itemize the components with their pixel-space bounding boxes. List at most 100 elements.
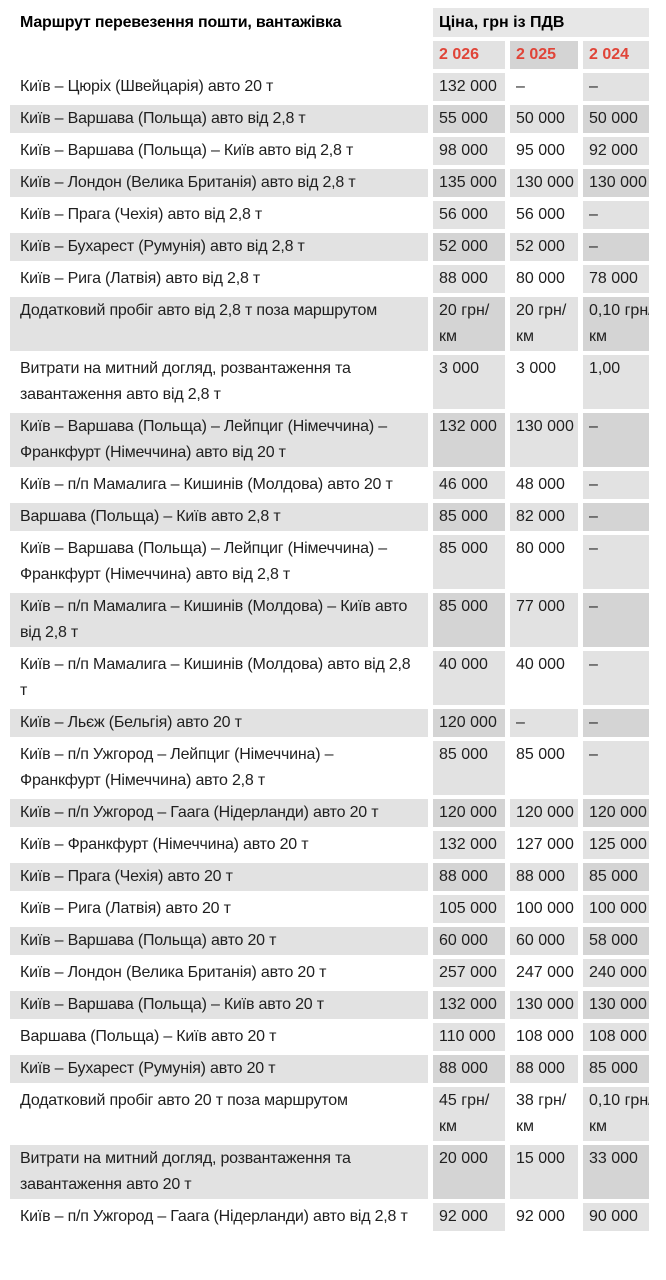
- route-cell: Варшава (Польща) – Київ авто 2,8 т: [10, 503, 428, 531]
- year-header-2025: 2 025: [510, 41, 578, 69]
- price-cell-2026: 132 000: [433, 73, 505, 101]
- route-cell: Київ – Варшава (Польща) авто 20 т: [10, 927, 428, 955]
- price-cell-2026: 135 000: [433, 169, 505, 197]
- price-cell-2026: 45 грн/​км: [433, 1087, 505, 1141]
- price-cell-2025: 95 000: [510, 137, 578, 165]
- table-row: Додатковий пробіг авто від 2,8 т поза ма…: [10, 297, 650, 351]
- route-cell: Київ – п/п Мамалига – Кишинів (Молдова) …: [10, 593, 428, 647]
- price-cell-2025: 80 000: [510, 265, 578, 293]
- price-cell-2026: 40 000: [433, 651, 505, 705]
- table-row: Додатковий пробіг авто 20 т поза маршрут…: [10, 1087, 650, 1141]
- price-cell-2025: 48 000: [510, 471, 578, 499]
- price-cell-2025: 92 000: [510, 1203, 578, 1231]
- price-cell-2026: 132 000: [433, 831, 505, 859]
- table-row: Київ – п/п Мамалига – Кишинів (Молдова) …: [10, 651, 650, 705]
- route-cell: Київ – Прага (Чехія) авто 20 т: [10, 863, 428, 891]
- route-cell: Київ – п/п Ужгород – Лейпциг (Німеччина)…: [10, 741, 428, 795]
- price-cell-2025: 247 000: [510, 959, 578, 987]
- route-cell: Київ – Лондон (Велика Британія) авто від…: [10, 169, 428, 197]
- price-cell-2024: 130 000: [583, 991, 650, 1019]
- price-cell-2024: –: [583, 503, 650, 531]
- route-cell: Київ – Бухарест (Румунія) авто 20 т: [10, 1055, 428, 1083]
- price-cell-2024: 0,10 грн/​км: [583, 1087, 650, 1141]
- price-cell-2026: 257 000: [433, 959, 505, 987]
- price-cell-2024: 1,00: [583, 355, 650, 409]
- price-cell-2026: 20 грн/​км: [433, 297, 505, 351]
- shipping-price-table: Маршрут перевезення пошти, вантажівка Ці…: [5, 4, 654, 1235]
- price-cell-2025: 56 000: [510, 201, 578, 229]
- route-cell: Київ – Франкфурт (Німеччина) авто 20 т: [10, 831, 428, 859]
- price-cell-2025: –: [510, 73, 578, 101]
- table-row: Київ – п/п Ужгород – Гаага (Нідерланди) …: [10, 1203, 650, 1231]
- price-cell-2026: 132 000: [433, 413, 505, 467]
- price-cell-2025: 38 грн/​км: [510, 1087, 578, 1141]
- price-cell-2026: 85 000: [433, 535, 505, 589]
- table-row: Київ – п/п Мамалига – Кишинів (Молдова) …: [10, 471, 650, 499]
- price-cell-2026: 132 000: [433, 991, 505, 1019]
- route-cell: Витрати на митний догляд, розвантаження …: [10, 355, 428, 409]
- price-cell-2026: 110 000: [433, 1023, 505, 1051]
- route-cell: Київ – Варшава (Польща) – Лейпциг (Німеч…: [10, 535, 428, 589]
- route-cell: Київ – Лондон (Велика Британія) авто 20 …: [10, 959, 428, 987]
- price-cell-2025: 127 000: [510, 831, 578, 859]
- table-row: Київ – Бухарест (Румунія) авто від 2,8 т…: [10, 233, 650, 261]
- route-cell: Київ – Варшава (Польща) – Київ авто від …: [10, 137, 428, 165]
- table-row: Київ – Франкфурт (Німеччина) авто 20 т 1…: [10, 831, 650, 859]
- year-header-2024: 2 024: [583, 41, 650, 69]
- route-cell: Київ – Рига (Латвія) авто від 2,8 т: [10, 265, 428, 293]
- price-cell-2026: 88 000: [433, 1055, 505, 1083]
- route-cell: Витрати на митний догляд, розвантаження …: [10, 1145, 428, 1199]
- year-header-row: 2 026 2 025 2 024: [10, 41, 650, 69]
- price-cell-2025: 50 000: [510, 105, 578, 133]
- price-cell-2026: 105 000: [433, 895, 505, 923]
- price-cell-2026: 88 000: [433, 265, 505, 293]
- table-row: Київ – Бухарест (Румунія) авто 20 т 88 0…: [10, 1055, 650, 1083]
- table-row: Київ – Варшава (Польща) – Київ авто 20 т…: [10, 991, 650, 1019]
- price-cell-2024: –: [583, 471, 650, 499]
- route-cell: Київ – Цюріх (Швейцарія) авто 20 т: [10, 73, 428, 101]
- price-cell-2026: 85 000: [433, 741, 505, 795]
- price-cell-2025: 80 000: [510, 535, 578, 589]
- price-cell-2024: 100 000: [583, 895, 650, 923]
- price-cell-2024: 125 000: [583, 831, 650, 859]
- table-row: Київ – Лондон (Велика Британія) авто 20 …: [10, 959, 650, 987]
- route-cell: Київ – Варшава (Польща) – Лейпциг (Німеч…: [10, 413, 428, 467]
- price-cell-2026: 56 000: [433, 201, 505, 229]
- route-cell: Варшава (Польща) – Київ авто 20 т: [10, 1023, 428, 1051]
- price-cell-2024: 58 000: [583, 927, 650, 955]
- route-cell: Київ – Рига (Латвія) авто 20 т: [10, 895, 428, 923]
- table-row: Київ – Лондон (Велика Британія) авто від…: [10, 169, 650, 197]
- price-cell-2026: 55 000: [433, 105, 505, 133]
- price-cell-2024: 85 000: [583, 863, 650, 891]
- price-cell-2025: 40 000: [510, 651, 578, 705]
- price-cell-2025: 20 грн/​км: [510, 297, 578, 351]
- table-row: Київ – Льєж (Бельгія) авто 20 т 120 000 …: [10, 709, 650, 737]
- route-cell: Київ – Варшава (Польща) авто від 2,8 т: [10, 105, 428, 133]
- route-cell: Київ – п/п Ужгород – Гаага (Нідерланди) …: [10, 1203, 428, 1231]
- price-cell-2026: 92 000: [433, 1203, 505, 1231]
- route-cell: Київ – Варшава (Польща) – Київ авто 20 т: [10, 991, 428, 1019]
- price-cell-2025: 130 000: [510, 413, 578, 467]
- price-cell-2025: –: [510, 709, 578, 737]
- table-row: Київ – Варшава (Польща) – Лейпциг (Німеч…: [10, 413, 650, 467]
- price-cell-2024: 108 000: [583, 1023, 650, 1051]
- price-cell-2024: –: [583, 535, 650, 589]
- table-row: Київ – Варшава (Польща) – Київ авто від …: [10, 137, 650, 165]
- price-cell-2026: 120 000: [433, 709, 505, 737]
- table-row: Київ – Варшава (Польща) – Лейпциг (Німеч…: [10, 535, 650, 589]
- price-cell-2024: 130 000: [583, 169, 650, 197]
- route-cell: Додатковий пробіг авто від 2,8 т поза ма…: [10, 297, 428, 351]
- table-row: Київ – п/п Ужгород – Гаага (Нідерланди) …: [10, 799, 650, 827]
- route-cell: Київ – п/п Ужгород – Гаага (Нідерланди) …: [10, 799, 428, 827]
- table-row: Київ – Варшава (Польща) авто від 2,8 т 5…: [10, 105, 650, 133]
- price-cell-2026: 3 000: [433, 355, 505, 409]
- price-cell-2025: 60 000: [510, 927, 578, 955]
- table-row: Київ – Прага (Чехія) авто від 2,8 т 56 0…: [10, 201, 650, 229]
- price-cell-2026: 120 000: [433, 799, 505, 827]
- year-header-2026: 2 026: [433, 41, 505, 69]
- price-cell-2024: 120 000: [583, 799, 650, 827]
- price-cell-2025: 52 000: [510, 233, 578, 261]
- table-row: Київ – Прага (Чехія) авто 20 т 88 000 88…: [10, 863, 650, 891]
- price-cell-2024: 50 000: [583, 105, 650, 133]
- price-cell-2026: 98 000: [433, 137, 505, 165]
